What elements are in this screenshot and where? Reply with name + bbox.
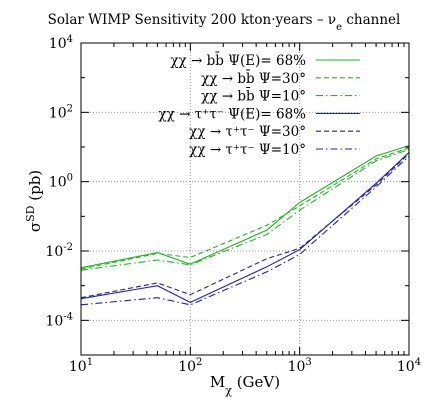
y-axis-label-superscript: SD <box>24 205 37 222</box>
grid-lines <box>81 43 409 355</box>
x-tick-label: 101 <box>69 357 93 375</box>
x-axis-label-tail: (GeV) <box>232 373 280 391</box>
y-tick-label: 10-2 <box>45 242 73 260</box>
x-tick-label: 104 <box>397 357 421 375</box>
series-line-5 <box>80 153 410 299</box>
y-tick-label: 10-4 <box>45 311 73 329</box>
axis-ticks <box>80 42 410 356</box>
series-line-2 <box>80 147 410 270</box>
legend-label: χχ → bb̄ Ψ=10° <box>201 88 306 105</box>
x-tick-labels: 101 102 103 104 <box>69 357 421 375</box>
legend: χχ → bb̄ Ψ(E)= 68%χχ → bb̄ Ψ=30°χχ → bb̄… <box>158 52 360 158</box>
chart-title-tail: channel <box>342 12 400 28</box>
series-line-6 <box>80 155 410 306</box>
x-tick-label: 102 <box>178 357 202 375</box>
y-tick-label: 104 <box>49 34 73 52</box>
legend-label: χχ → τ⁺τ⁻ Ψ=10° <box>189 142 306 158</box>
chart-title: Solar WIMP Sensitivity 200 kton·years – … <box>48 12 401 33</box>
series-line-3 <box>80 148 410 271</box>
x-axis-label-subscript: χ <box>225 384 232 397</box>
chart-title-subscript: e <box>336 22 342 33</box>
series-line-4 <box>80 151 410 304</box>
series-lines <box>80 145 410 306</box>
y-axis-label: σSD (pb) <box>24 170 45 232</box>
y-axis-label-tail: (pb) <box>26 170 44 206</box>
legend-label: χχ → bb̄ Ψ(E)= 68% <box>170 52 306 69</box>
legend-label: χχ → τ⁺τ⁻ Ψ(E)= 68% <box>158 106 306 122</box>
x-axis-label: Mχ (GeV) <box>210 373 280 397</box>
plot-frame <box>80 42 410 356</box>
y-tick-label: 100 <box>49 173 73 191</box>
legend-label: χχ → τ⁺τ⁻ Ψ=30° <box>189 124 306 140</box>
x-tick-label: 103 <box>288 357 312 375</box>
y-tick-labels: 10-4 10-2 100 102 104 <box>45 34 73 329</box>
y-tick-label: 102 <box>49 103 73 121</box>
legend-label: χχ → bb̄ Ψ=30° <box>201 70 306 87</box>
series-line-1 <box>80 145 410 269</box>
